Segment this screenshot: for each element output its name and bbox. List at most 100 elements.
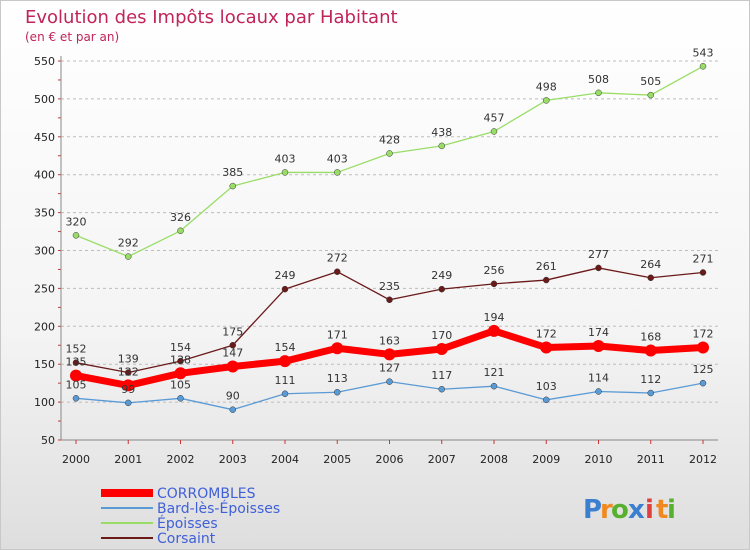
data-label: 117: [431, 369, 452, 382]
data-point: [386, 296, 393, 304]
data-point: [72, 395, 80, 402]
data-label: 249: [275, 269, 296, 282]
y-tick-label: 550: [34, 55, 55, 68]
y-tick-label: 250: [34, 282, 55, 295]
data-label: 121: [484, 366, 505, 379]
data-label: 99: [121, 383, 135, 396]
data-point: [647, 91, 654, 99]
data-label: 112: [640, 373, 661, 386]
data-point: [699, 269, 707, 276]
x-tick-label: 2007: [428, 453, 456, 466]
logo-letter: i: [645, 495, 654, 525]
data-label: 256: [484, 264, 505, 277]
x-tick-label: 2003: [219, 453, 247, 466]
data-label: 114: [588, 371, 609, 384]
data-label: 122: [118, 365, 139, 378]
x-tick-label: 2000: [62, 453, 90, 466]
data-label: 172: [693, 328, 714, 341]
x-tick-label: 2004: [271, 453, 299, 466]
x-tick-label: 2010: [585, 453, 613, 466]
y-tick-label: 450: [34, 131, 55, 144]
data-label: 403: [275, 152, 296, 165]
grid: [61, 60, 718, 441]
data-label: 498: [536, 80, 557, 93]
data-label: 194: [484, 311, 505, 324]
data-point: [334, 388, 341, 396]
data-point: [226, 360, 239, 373]
data-label: 139: [118, 353, 139, 366]
data-label: 154: [170, 341, 191, 354]
data-point: [281, 285, 289, 293]
data-point: [72, 232, 80, 239]
data-label: 543: [693, 46, 714, 59]
axes: 50 100 150 200 250 300 350 400 450 500 550 2000 2001…: [34, 55, 718, 466]
data-label: 505: [640, 75, 661, 88]
data-point: [229, 182, 236, 190]
data-point: [438, 285, 445, 293]
data-label: 154: [275, 341, 296, 354]
data-label: 138: [170, 353, 191, 366]
legend-label: Corsaint: [157, 531, 216, 547]
data-label: 457: [484, 111, 505, 124]
data-point: [229, 406, 236, 413]
y-tick-label: 400: [34, 169, 55, 182]
data-label: 272: [327, 252, 348, 265]
logo-letter: o: [611, 495, 629, 525]
data-label: 105: [66, 378, 87, 391]
data-label: 103: [536, 380, 557, 393]
y-tick-label: 350: [34, 207, 55, 220]
data-point: [490, 128, 498, 135]
data-point: [70, 369, 82, 382]
data-point: [647, 274, 654, 282]
data-label: 438: [431, 126, 452, 139]
data-point: [279, 355, 291, 368]
data-label: 403: [327, 152, 348, 165]
x-tick-label: 2012: [689, 453, 717, 466]
data-point: [383, 348, 396, 361]
data-label: 326: [170, 211, 191, 224]
data-point: [334, 268, 341, 275]
chart-title: Evolution des Impôts locaux par Habitant: [25, 7, 398, 28]
data-point: [543, 97, 550, 104]
chart-subtitle: (en € et par an): [25, 30, 119, 44]
data-label: 111: [275, 374, 296, 387]
data-point: [540, 341, 553, 354]
data-label: 261: [536, 260, 557, 273]
data-label: 320: [66, 215, 87, 228]
data-point: [386, 378, 393, 385]
logo-letter: P: [583, 495, 602, 525]
y-tick-label: 50: [41, 434, 55, 447]
data-point: [490, 280, 498, 288]
data-label: 175: [222, 325, 243, 338]
data-point: [488, 324, 500, 337]
data-point: [177, 227, 184, 235]
data-label: 163: [379, 334, 400, 347]
data-point: [229, 342, 236, 349]
data-point: [490, 382, 498, 390]
data-label: 147: [222, 346, 243, 359]
data-label: 90: [226, 390, 240, 403]
data-point: [644, 344, 657, 357]
x-tick-label: 2005: [323, 453, 351, 466]
legend-label: Bard-lès-Époisses: [157, 500, 280, 517]
data-point: [435, 343, 448, 356]
data-label: 235: [379, 280, 400, 293]
data-label: 249: [431, 269, 452, 282]
data-label: 508: [588, 73, 609, 86]
data-point: [699, 379, 707, 387]
data-point: [592, 340, 605, 353]
data-point: [125, 253, 132, 260]
data-label: 127: [379, 362, 400, 375]
logo-letter: x: [628, 495, 645, 525]
x-tick-label: 2009: [532, 453, 560, 466]
data-point: [595, 89, 602, 97]
data-label: 172: [536, 328, 557, 341]
data-label: 271: [693, 252, 714, 265]
legend: CORROMBLESBard-lès-ÉpoissesÉpoissesCorsa…: [101, 486, 280, 547]
data-point: [595, 388, 602, 395]
data-label: 125: [693, 363, 714, 376]
data-point: [595, 264, 602, 272]
x-tick-label: 2011: [637, 453, 665, 466]
